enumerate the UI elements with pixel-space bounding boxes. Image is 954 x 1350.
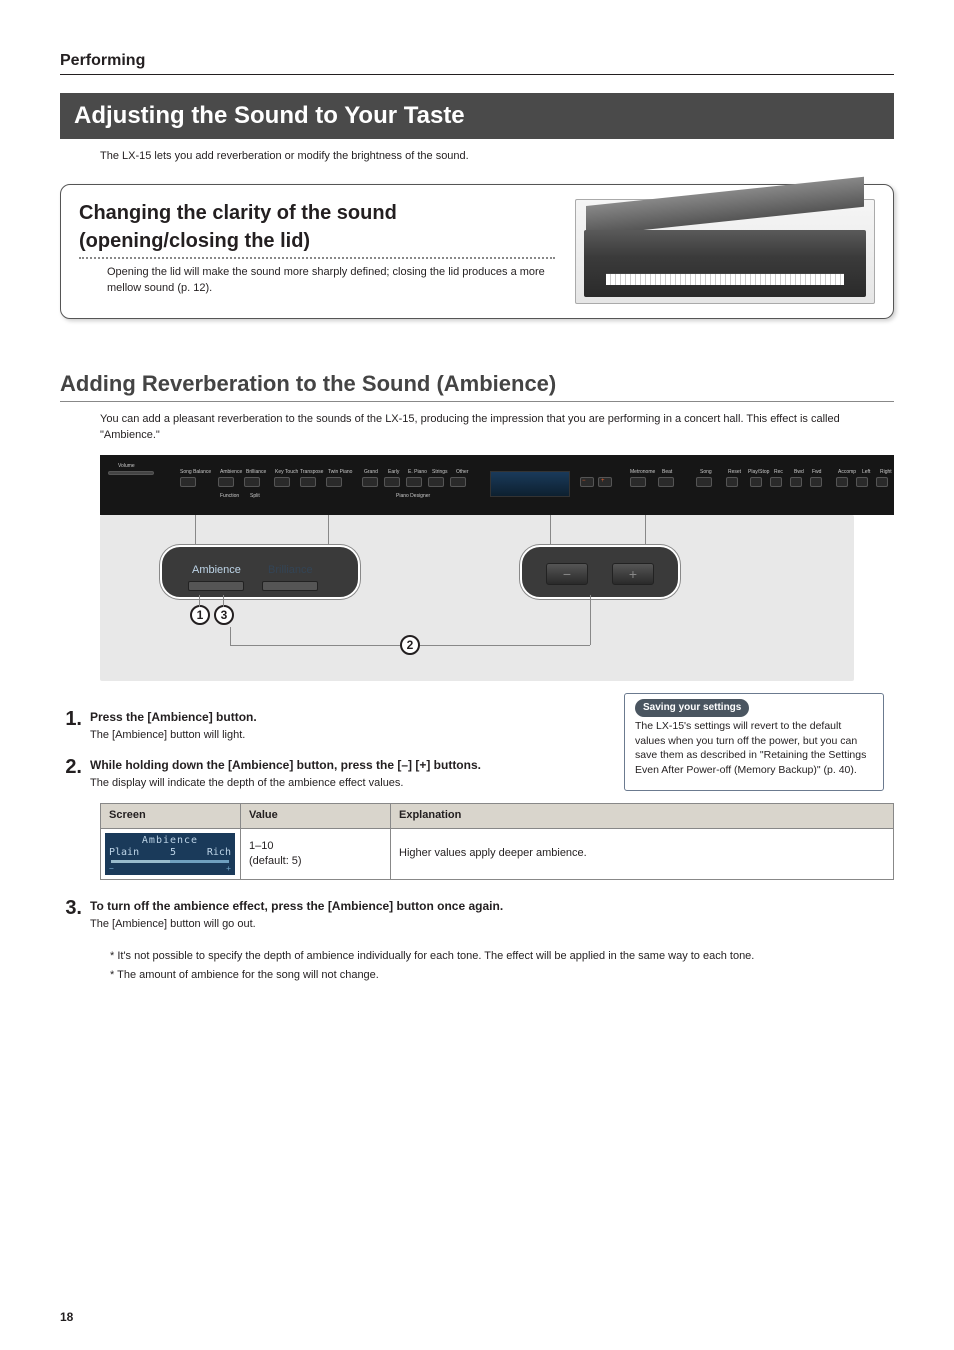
step-2-num: 2. <box>60 757 82 777</box>
step-3-desc: The [Ambience] button will go out. <box>90 917 894 932</box>
ambience-heading: Adding Reverberation to the Sound (Ambie… <box>60 369 894 402</box>
panel-label-early: Early <box>388 469 399 476</box>
td-explanation: Higher values apply deeper ambience. <box>391 828 894 880</box>
step-3-num: 3. <box>60 898 82 918</box>
ambience-intro: You can add a pleasant reverberation to … <box>100 412 894 443</box>
note-2: * The amount of ambience for the song wi… <box>110 968 894 983</box>
panel-minus: − <box>582 477 587 485</box>
panel-label-split: Split <box>250 493 260 500</box>
lcd-cell: Ambience Plain 5 Rich −+ <box>101 828 241 880</box>
panel-label-pianodesign: Piano Designer <box>396 493 430 500</box>
panel-label-volume: Volume <box>118 463 135 470</box>
lid-heading: Changing the clarity of the sound (openi… <box>79 199 555 259</box>
panel-label-reset: Reset <box>728 469 741 476</box>
zoom-ambience-label: Ambience <box>192 563 241 578</box>
step-2: 2. While holding down the [Ambience] but… <box>60 757 608 791</box>
notes-block: * It's not possible to specify the depth… <box>110 949 894 984</box>
step-1-num: 1. <box>60 709 82 729</box>
memo-pill: Saving your settings <box>635 699 749 717</box>
step-3: 3. To turn off the ambience effect, pres… <box>60 898 894 932</box>
panel-label-keytouch: Key Touch <box>275 469 298 476</box>
panel-label-grand: Grand <box>364 469 378 476</box>
th-screen: Screen <box>101 804 241 828</box>
memo-box: Saving your settings The LX-15's setting… <box>624 693 884 791</box>
step-1-desc: The [Ambience] button will light. <box>90 728 608 743</box>
callout-circle-2: 2 <box>400 635 420 655</box>
panel-label-strings: Strings <box>432 469 448 476</box>
parameter-table: Screen Value Explanation Ambience Plain … <box>100 803 894 880</box>
memo-text: The LX-15's settings will revert to the … <box>635 719 873 778</box>
lcd-title: Ambience <box>109 835 231 847</box>
panel-label-accomp: Accomp <box>838 469 856 476</box>
panel-label-fwd: Fwd <box>812 469 821 476</box>
th-explanation: Explanation <box>391 804 894 828</box>
callout-circle-3: 3 <box>214 605 234 625</box>
panel-label-amb: Ambience <box>220 469 242 476</box>
panel-label-beat: Beat <box>662 469 672 476</box>
panel-label-rec: Rec <box>774 469 783 476</box>
th-value: Value <box>241 804 391 828</box>
lcd-left: Plain <box>109 847 139 859</box>
main-heading: Adjusting the Sound to Your Taste <box>60 93 894 139</box>
piano-illustration <box>575 199 875 304</box>
zoom-brilliance-label: Brilliance <box>268 563 313 578</box>
panel-label-bwd: Bwd <box>794 469 804 476</box>
panel-label-func: Function <box>220 493 239 500</box>
panel-plus: + <box>601 477 606 485</box>
panel-label-playstop: Play/Stop <box>748 469 769 476</box>
panel-label-epiano: E. Piano <box>408 469 427 476</box>
step-1: 1. Press the [Ambience] button. The [Amb… <box>60 709 608 743</box>
panel-label-songbal: Song Balance <box>180 469 211 476</box>
lcd-right: Rich <box>207 847 231 859</box>
step-3-title: To turn off the ambience effect, press t… <box>90 898 894 915</box>
page-number: 18 <box>60 1309 73 1326</box>
step-2-title: While holding down the [Ambience] button… <box>90 757 608 774</box>
panel-label-transpose: Transpose <box>300 469 323 476</box>
section-label: Performing <box>60 50 894 75</box>
intro-text: The LX-15 lets you add reverberation or … <box>100 149 894 164</box>
lid-section-frame: Changing the clarity of the sound (openi… <box>60 184 894 319</box>
panel-label-song: Song <box>700 469 712 476</box>
lid-desc: Opening the lid will make the sound more… <box>107 265 555 296</box>
panel-label-metro: Metronome <box>630 469 655 476</box>
note-1: * It's not possible to specify the depth… <box>110 949 894 964</box>
td-value: 1–10 (default: 5) <box>241 828 391 880</box>
panel-label-left: Left <box>862 469 870 476</box>
step-2-desc: The display will indicate the depth of t… <box>90 776 608 791</box>
callout-circle-1: 1 <box>190 605 210 625</box>
panel-label-other: Other <box>456 469 469 476</box>
step-1-title: Press the [Ambience] button. <box>90 709 608 726</box>
callout-diagram: Ambience Brilliance 1 3 − + <box>100 515 854 681</box>
control-panel-strip: Volume Song Balance Ambience Brilliance … <box>100 455 894 515</box>
panel-label-twin: Twin Piano <box>328 469 352 476</box>
panel-label-bril: Brilliance <box>246 469 266 476</box>
panel-label-right: Right <box>880 469 892 476</box>
lcd-val: 5 <box>170 847 176 859</box>
